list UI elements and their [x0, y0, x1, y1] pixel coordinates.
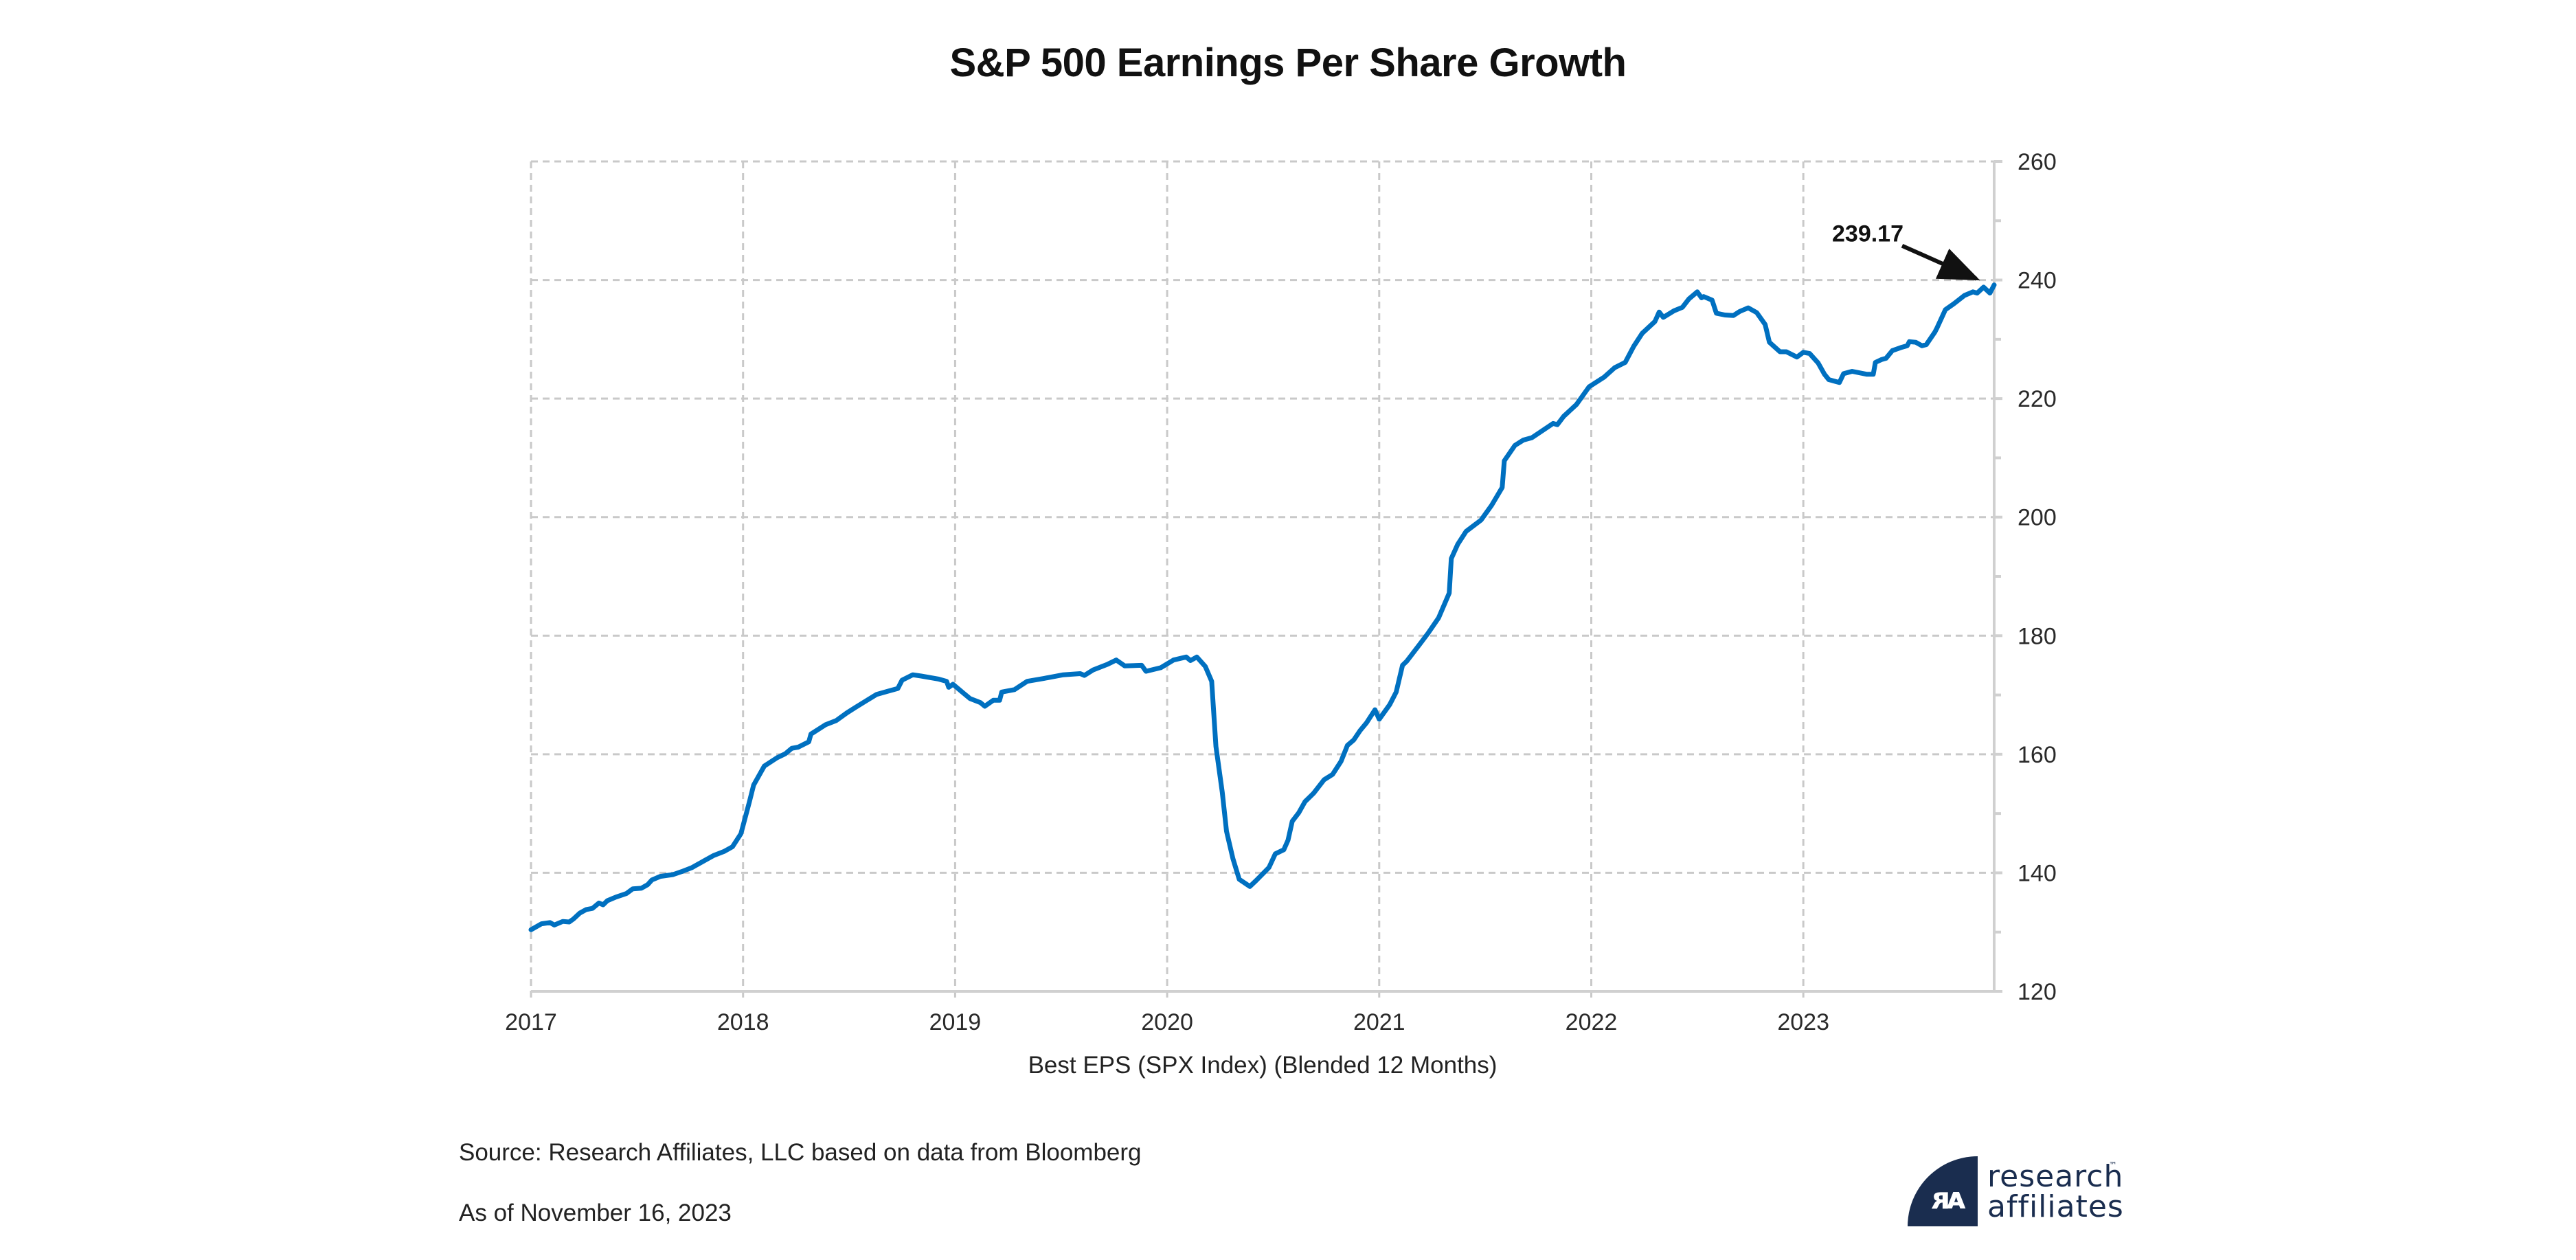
grid — [530, 160, 1994, 1000]
x-tick-label: 2021 — [1353, 1009, 1405, 1035]
x-tick-label: 2023 — [1777, 1009, 1829, 1035]
x-tick-label: 2020 — [1141, 1009, 1193, 1035]
y-tick-label: 240 — [2018, 268, 2057, 294]
x-tick-label: 2018 — [717, 1009, 769, 1035]
y-tick-label: 200 — [2018, 505, 2057, 531]
x-tick-label: 2019 — [929, 1009, 982, 1035]
source-note: Source: Research Affiliates, LLC based o… — [459, 1139, 1142, 1166]
chart-title: S&P 500 Earnings Per Share Growth — [949, 41, 1627, 85]
series-layer — [528, 282, 1997, 932]
logo-mark-icon: ᴙᴀ — [1908, 1156, 1978, 1226]
y-tick-label: 180 — [2018, 623, 2057, 649]
y-tick-label: 140 — [2018, 860, 2057, 886]
research-affiliates-logo: ᴙᴀ research affiliates ™ — [1908, 1156, 2141, 1228]
y-tick-label: 220 — [2018, 386, 2057, 412]
y-tick-label: 160 — [2018, 742, 2057, 768]
x-tick-label: 2022 — [1566, 1009, 1618, 1035]
x-axis-label: Best EPS (SPX Index) (Blended 12 Months) — [1028, 1052, 1498, 1079]
as-of-date: As of November 16, 2023 — [459, 1200, 732, 1226]
annotation-label: 239.17 — [1832, 221, 1903, 247]
annotation-arrow-icon — [1901, 243, 1980, 281]
eps-series-line — [528, 282, 1997, 932]
logo-wordmark: research affiliates — [1987, 1162, 2124, 1222]
y-tick-label: 120 — [2018, 979, 2057, 1005]
annotation-layer: 239.17 — [1832, 221, 1980, 281]
logo-text-line1: research — [1987, 1159, 2124, 1194]
trademark-symbol: ™ — [2109, 1160, 2117, 1170]
x-tick-label: 2017 — [505, 1009, 557, 1035]
y-tick-label: 260 — [2018, 149, 2057, 175]
axes: 120 140 160 180 200 220 240 260 2017 2018 2019 2020… — [505, 149, 2057, 1035]
logo-text-line2: affiliates — [1987, 1189, 2124, 1224]
logo-glyph-icon: ᴙᴀ — [1931, 1181, 1966, 1216]
